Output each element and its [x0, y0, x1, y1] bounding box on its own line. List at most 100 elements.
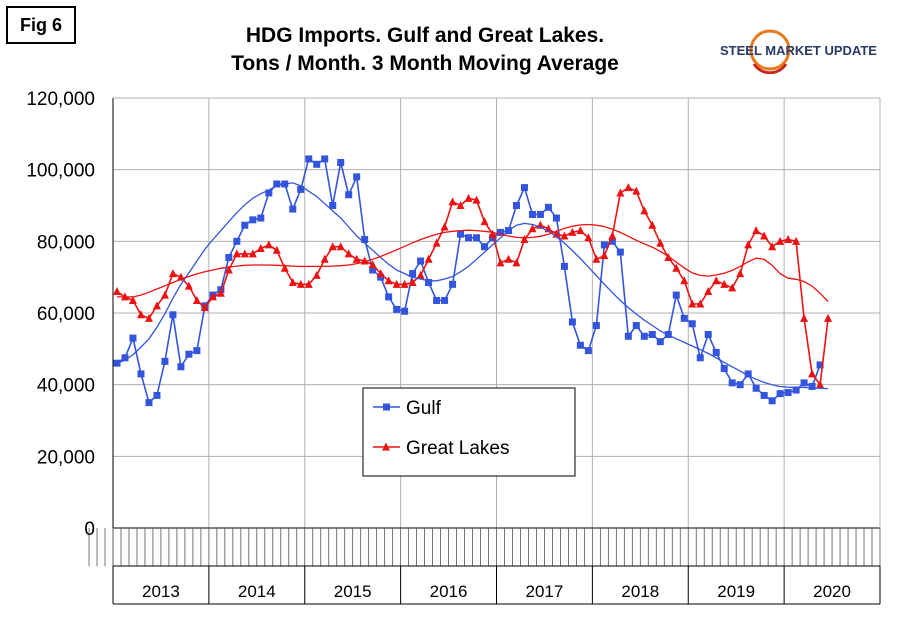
- data-point: [640, 206, 649, 215]
- data-point: [264, 240, 273, 249]
- data-point: [248, 249, 257, 258]
- data-point: [128, 295, 137, 304]
- data-point: [504, 254, 513, 263]
- data-point: [688, 320, 696, 328]
- data-point: [416, 270, 425, 279]
- data-point: [616, 248, 624, 256]
- data-point: [352, 254, 361, 263]
- data-point: [288, 278, 297, 287]
- data-point: [257, 214, 265, 222]
- year-label: 2014: [238, 582, 276, 601]
- data-point: [489, 234, 497, 242]
- series: [112, 155, 833, 407]
- data-point: [232, 249, 241, 258]
- data-point: [272, 245, 281, 254]
- year-label: 2018: [621, 582, 659, 601]
- data-point: [305, 155, 313, 163]
- data-point: [560, 231, 569, 240]
- data-point: [680, 314, 688, 322]
- data-point: [728, 379, 736, 387]
- data-point: [193, 347, 201, 355]
- data-point: [512, 202, 520, 209]
- data-point: [344, 249, 353, 258]
- data-point: [656, 338, 664, 346]
- data-point: [152, 301, 161, 310]
- data-point: [136, 310, 145, 319]
- data-point: [353, 173, 361, 181]
- data-point: [169, 311, 177, 319]
- data-point: [704, 287, 713, 295]
- data-point: [600, 241, 608, 249]
- data-point: [160, 290, 169, 299]
- data-point: [457, 230, 465, 238]
- data-point: [440, 222, 449, 231]
- data-point: [520, 235, 529, 244]
- data-point: [736, 381, 744, 389]
- data-point: [280, 263, 289, 272]
- data-point: [225, 253, 233, 261]
- data-point: [672, 263, 681, 272]
- data-point: [736, 269, 745, 278]
- data-point: [584, 233, 593, 242]
- data-point: [720, 365, 728, 373]
- legend-marker: [382, 442, 390, 451]
- data-point: [680, 276, 689, 285]
- data-point: [377, 273, 385, 281]
- data-point: [776, 236, 785, 245]
- data-point: [233, 237, 241, 245]
- data-point: [672, 291, 680, 299]
- x-axis-year-labels: 2013 2014 2015 2016 2017 2018 2019 2020: [112, 565, 881, 605]
- data-point: [329, 202, 337, 209]
- data-point: [752, 384, 760, 392]
- data-point: [648, 220, 657, 229]
- data-point: [536, 210, 544, 218]
- data-point: [241, 221, 249, 229]
- data-point: [473, 234, 481, 242]
- y-tick-label: 120,000: [26, 89, 95, 110]
- data-point: [417, 257, 425, 265]
- data-point: [321, 155, 329, 163]
- data-point: [424, 254, 433, 263]
- data-point: [560, 262, 568, 270]
- data-point: [584, 347, 592, 355]
- axes: [88, 97, 881, 566]
- data-point: [488, 229, 497, 238]
- data-point: [456, 201, 465, 209]
- data-point: [704, 331, 712, 338]
- legend-label: Great Lakes: [406, 438, 510, 459]
- data-point: [304, 279, 313, 288]
- data-point: [720, 279, 729, 288]
- year-label: 2019: [717, 582, 755, 601]
- data-point: [312, 270, 321, 279]
- data-point: [433, 296, 441, 304]
- data-point: [361, 236, 369, 244]
- data-point: [544, 203, 552, 211]
- data-point: [784, 235, 793, 244]
- data-point: [144, 313, 153, 322]
- data-point: [616, 188, 625, 197]
- data-point: [336, 242, 345, 251]
- data-point: [145, 399, 153, 407]
- data-point: [496, 228, 504, 236]
- data-point: [464, 193, 473, 202]
- data-point: [480, 217, 489, 226]
- data-point: [568, 227, 577, 236]
- data-point: [528, 210, 536, 218]
- data-point: [313, 160, 321, 168]
- data-point: [696, 354, 704, 362]
- data-point: [393, 305, 401, 313]
- y-tick-label: 0: [84, 519, 95, 540]
- data-point: [520, 184, 528, 192]
- data-point: [273, 180, 281, 188]
- data-point: [481, 243, 489, 251]
- data-point: [224, 265, 233, 274]
- data-point: [632, 186, 641, 195]
- data-point: [744, 370, 752, 378]
- data-point: [656, 238, 665, 247]
- data-point: [121, 354, 129, 362]
- data-point: [600, 251, 609, 260]
- chart-title: HDG Imports. Gulf and Great Lakes.: [245, 24, 605, 47]
- data-point: [624, 183, 633, 192]
- data-point: [800, 379, 808, 387]
- data-point: [576, 226, 585, 235]
